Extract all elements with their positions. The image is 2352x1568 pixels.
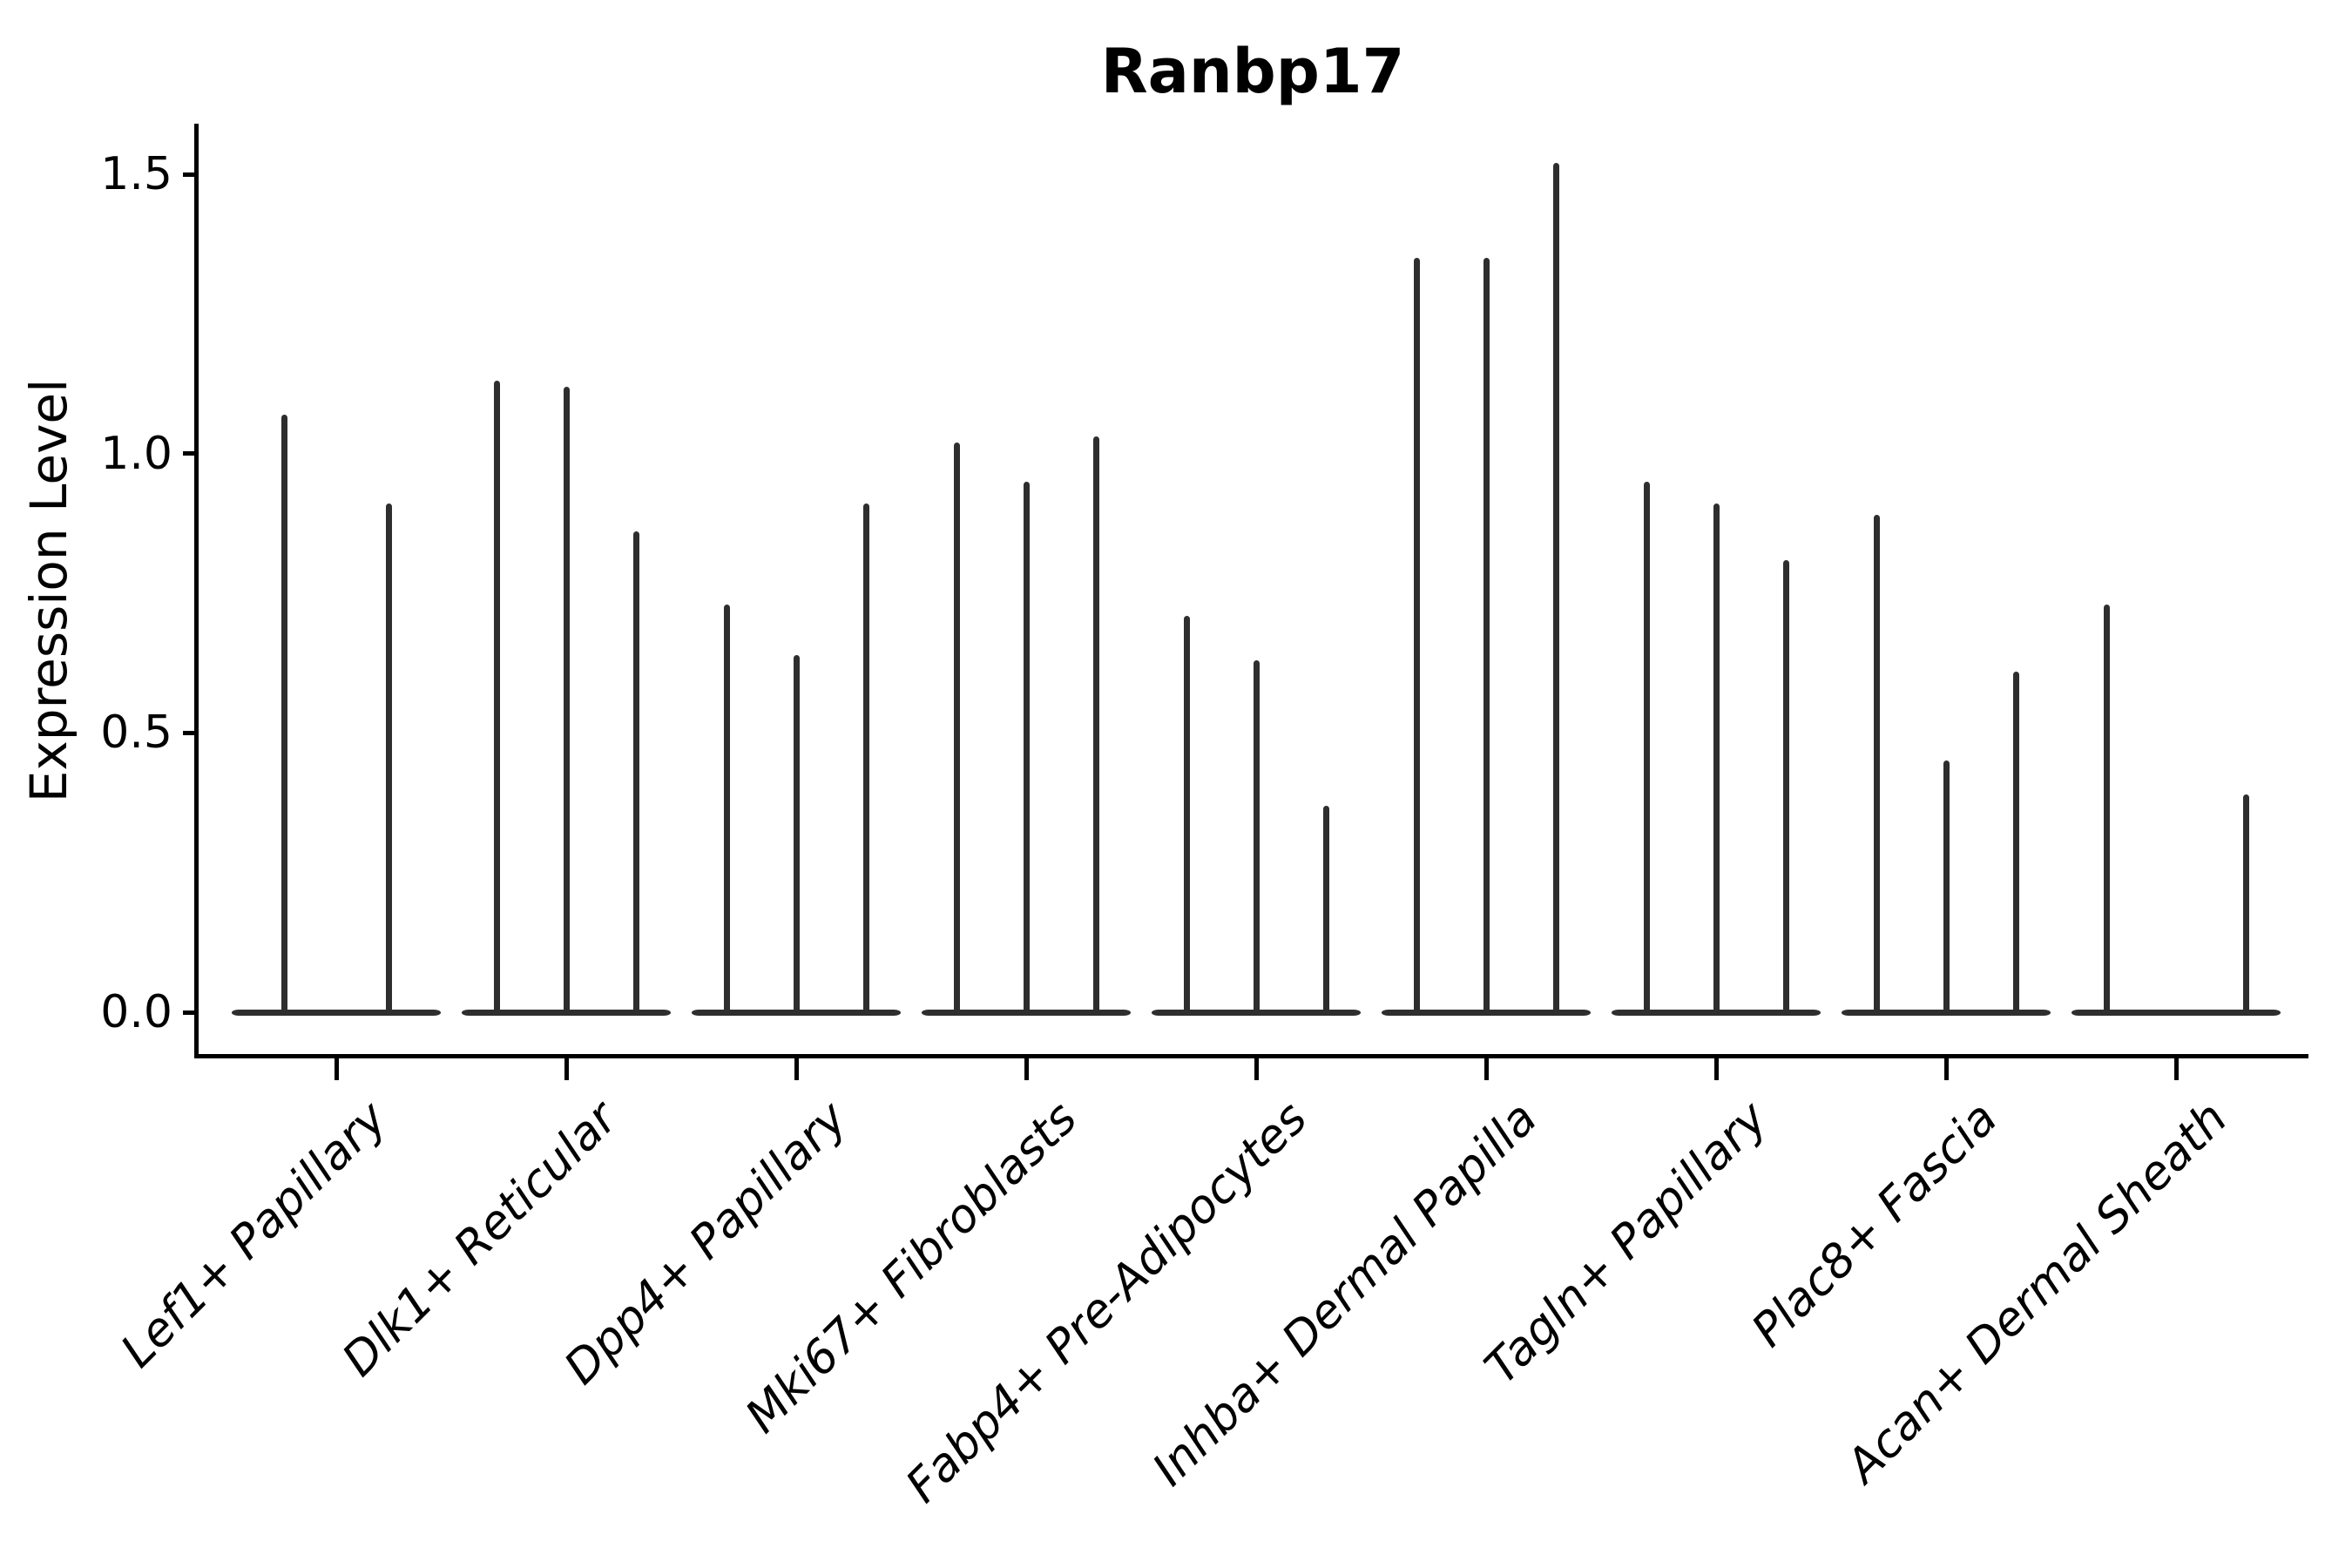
x-tick [334, 1054, 339, 1080]
y-tick-label: 1.5 [100, 148, 172, 200]
x-tick [564, 1054, 569, 1080]
violin-spike [2242, 794, 2249, 1016]
violin-spike [1943, 760, 1950, 1016]
x-tick [1713, 1054, 1719, 1080]
violin-spike [1643, 481, 1650, 1016]
violin-spike [1413, 258, 1420, 1016]
violin-spike [953, 442, 960, 1016]
violin-spike [1483, 258, 1490, 1016]
violin-spike [793, 654, 800, 1016]
y-axis-spine [194, 124, 199, 1058]
x-tick-label: Plac8+ Fascia [1741, 1092, 2008, 1358]
violin-baseline [2072, 1009, 2281, 1016]
violin-spike [493, 381, 500, 1016]
violin-spike [632, 531, 639, 1016]
x-tick [1024, 1054, 1029, 1080]
violin-spike [1092, 436, 1099, 1016]
violin-spike [1552, 163, 1559, 1016]
violin-spike [1713, 504, 1720, 1016]
x-tick [1254, 1054, 1259, 1080]
y-tick [183, 172, 197, 177]
violin-spike [1183, 615, 1190, 1016]
violin-spike [563, 386, 570, 1016]
violin-spike [723, 604, 730, 1016]
violin-spike [1253, 659, 1260, 1016]
y-tick-label: 1.0 [100, 427, 172, 480]
x-tick [2173, 1054, 2179, 1080]
x-tick-label: Fabp4+ Pre-Adipocytes [896, 1092, 1318, 1513]
violin-spike [1873, 515, 1880, 1016]
x-tick-label: Inhba+ Dermal Papilla [1142, 1092, 1548, 1497]
violin-spike [1782, 559, 1789, 1016]
plot-title: Ranbp17 [1100, 36, 1405, 107]
y-tick [183, 451, 197, 456]
x-tick [794, 1054, 799, 1080]
x-axis-spine [194, 1054, 2308, 1058]
y-tick-label: 0.0 [100, 986, 172, 1038]
violin-spike [2103, 604, 2110, 1016]
x-tick-label: Acan+ Dermal Sheath [1835, 1092, 2238, 1493]
violin-spike [862, 504, 869, 1016]
violin-spike [385, 504, 392, 1016]
y-tick [183, 1010, 197, 1015]
violin-baseline [232, 1009, 441, 1016]
violin-spike [1322, 805, 1329, 1016]
y-tick [183, 730, 197, 735]
y-tick-label: 0.5 [100, 706, 172, 760]
violin-spike [280, 414, 287, 1016]
x-tick [1484, 1054, 1489, 1080]
x-tick [1943, 1054, 1949, 1080]
violin-spike [2012, 671, 2019, 1016]
violin-spike [1023, 481, 1030, 1016]
